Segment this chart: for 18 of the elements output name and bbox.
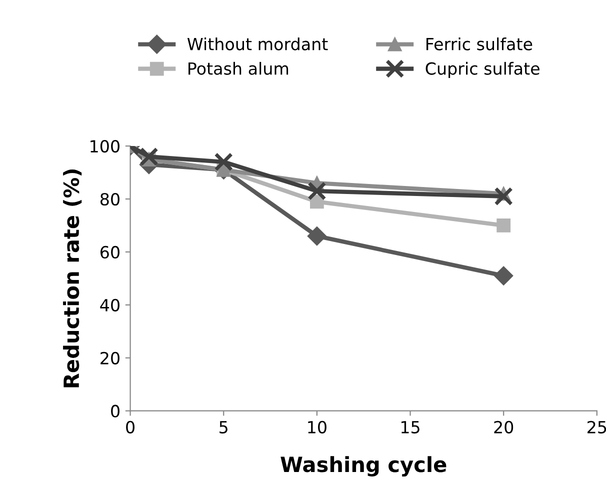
legend-label: Without mordant	[187, 37, 328, 50]
x-tick-label: 15	[401, 421, 420, 434]
x-axis-title: Washing cycle	[280, 456, 446, 476]
y-tick-label: 80	[100, 192, 120, 206]
x-tick-label: 5	[220, 421, 228, 434]
x-tick-label: 20	[494, 420, 514, 434]
x-tick-label: 25	[588, 420, 606, 434]
y-axis-title: Reduction rate (%)	[63, 170, 82, 388]
legend-label: Ferric sulfate	[426, 37, 532, 50]
y-tick-label: 20	[100, 352, 120, 364]
y-tick-label: 60	[100, 246, 120, 259]
legend-label: Potash alum	[188, 62, 288, 75]
y-tick-label: 0	[111, 404, 120, 418]
y-tick-label: 40	[100, 298, 120, 312]
x-tick-label: 0	[126, 420, 134, 434]
x-tick-label: 10	[308, 420, 326, 434]
legend-label: Cupric sulfate	[426, 62, 540, 78]
y-tick-label: 100	[90, 140, 120, 153]
